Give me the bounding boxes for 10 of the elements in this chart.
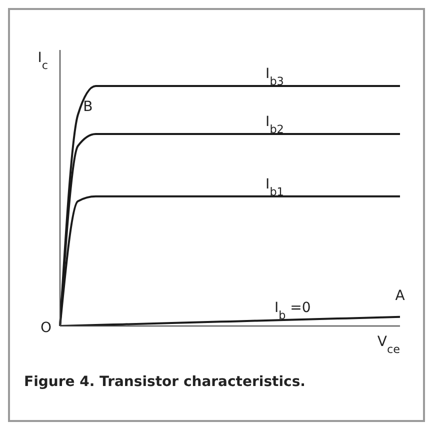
annotation: A bbox=[395, 288, 406, 304]
series-label: I$_{b1}$ bbox=[266, 176, 284, 198]
annotation: B bbox=[83, 98, 93, 115]
x-axis-title: V$_{ce}$ bbox=[377, 334, 400, 356]
text: O bbox=[40, 320, 52, 336]
series-label: I$_{b3}$ bbox=[266, 66, 284, 88]
text: Figure 4. Transistor characteristics. bbox=[23, 373, 306, 392]
series-label: I$_{b}$ =0 bbox=[274, 300, 311, 322]
y-axis-title: I$_{c}$ bbox=[38, 50, 48, 72]
series-label: I$_{b2}$ bbox=[266, 114, 284, 136]
